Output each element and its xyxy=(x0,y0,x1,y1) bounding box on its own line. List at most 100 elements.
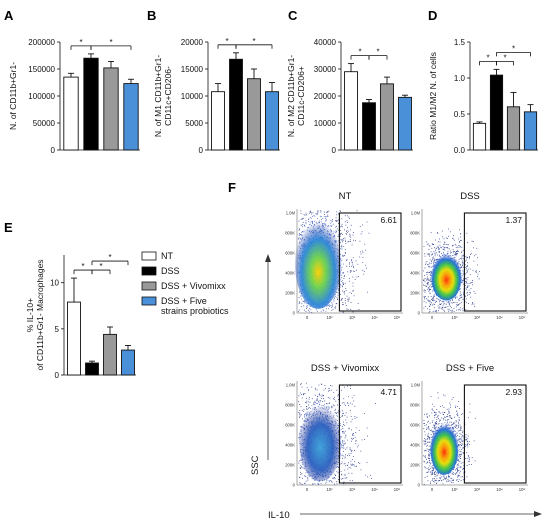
flow-event xyxy=(426,424,427,426)
flow-event xyxy=(335,307,337,309)
flow-event xyxy=(299,467,301,469)
flow-event xyxy=(467,294,468,296)
flow-event xyxy=(426,278,428,280)
flow-event xyxy=(344,275,345,276)
flow-event xyxy=(435,423,437,424)
flow-event xyxy=(473,303,475,305)
flow-event xyxy=(465,439,467,441)
flow-event xyxy=(465,281,466,282)
y-tick-label: 10 xyxy=(50,279,59,288)
flow-event xyxy=(455,254,457,255)
flow-event xyxy=(432,290,434,292)
flow-event xyxy=(467,441,469,442)
flow-event xyxy=(478,271,480,273)
flow-event xyxy=(459,408,460,409)
significance-star: * xyxy=(252,37,255,46)
flow-event xyxy=(438,415,440,417)
flow-event xyxy=(445,301,447,303)
flow-event xyxy=(348,472,350,474)
flow-event xyxy=(330,480,331,481)
flow-event xyxy=(432,467,434,469)
flow-event xyxy=(348,216,350,218)
flow-event xyxy=(467,443,469,445)
flow-event xyxy=(437,480,439,482)
flow-event xyxy=(426,468,428,469)
flow-event xyxy=(462,447,464,449)
flow-event xyxy=(465,309,467,310)
flow-event xyxy=(467,285,469,287)
flow-event xyxy=(430,251,432,253)
flow-event xyxy=(430,463,431,465)
flow-event xyxy=(461,440,463,442)
flow-event xyxy=(440,304,442,306)
flow-event xyxy=(449,415,450,416)
flow-event xyxy=(451,421,452,423)
flow-event xyxy=(460,267,461,269)
flow-event xyxy=(331,304,333,306)
flow-event xyxy=(348,241,350,242)
flow-event xyxy=(343,398,345,400)
flow-event xyxy=(459,446,461,448)
flow-event xyxy=(434,478,435,479)
flow-event xyxy=(340,279,342,281)
flow-event xyxy=(440,253,442,254)
y-tick-label: 30000 xyxy=(314,65,337,74)
flow-event xyxy=(423,296,425,298)
flow-event xyxy=(346,215,348,217)
flow-event xyxy=(465,256,467,257)
flow-event xyxy=(317,211,318,213)
flow-event xyxy=(448,480,450,481)
flow-event xyxy=(337,236,339,238)
flow-event xyxy=(432,464,434,466)
flow-event xyxy=(303,475,305,477)
flow-event xyxy=(458,300,460,301)
flow-event xyxy=(458,460,460,462)
flow-event xyxy=(459,292,461,294)
flow-event xyxy=(472,284,474,286)
flow-event xyxy=(308,389,309,391)
flow-event xyxy=(305,382,307,384)
flow-event xyxy=(444,422,446,424)
flow-event xyxy=(459,297,460,299)
flow-event xyxy=(462,258,464,260)
flow-event xyxy=(314,394,316,396)
flow-event xyxy=(345,405,346,406)
flow-event xyxy=(434,473,435,475)
flow-event xyxy=(433,466,435,468)
y-axis-label: N. of M2 CD11b+Gr1- xyxy=(286,55,296,137)
flow-event xyxy=(443,252,444,254)
flow-event xyxy=(463,465,465,466)
flow-event xyxy=(350,229,351,231)
flow-event xyxy=(344,469,346,471)
flow-event xyxy=(352,463,354,465)
flow-event xyxy=(460,294,462,295)
flow-event xyxy=(443,418,444,419)
flow-event xyxy=(453,422,455,424)
flow-event xyxy=(466,271,468,273)
flow-event xyxy=(328,390,330,391)
flow-event xyxy=(308,212,310,214)
flow-event xyxy=(328,210,330,212)
flow-event xyxy=(341,444,343,446)
flow-event xyxy=(345,243,347,244)
flow-event xyxy=(326,212,328,213)
flow-event xyxy=(452,426,454,428)
flow-event xyxy=(447,423,449,425)
flow-event xyxy=(343,283,344,285)
flow-event xyxy=(431,283,433,285)
flow-event xyxy=(423,460,425,462)
il10-gate xyxy=(463,212,527,312)
flow-event xyxy=(456,480,458,482)
flow-event xyxy=(446,422,448,424)
flow-event xyxy=(459,456,461,457)
flow-event xyxy=(469,273,471,275)
flow-event xyxy=(440,303,442,305)
flow-event xyxy=(443,247,445,249)
flow-event xyxy=(424,440,426,442)
flow-event xyxy=(432,259,433,261)
flow-event xyxy=(427,441,428,443)
flow-event xyxy=(299,309,301,311)
flow-event xyxy=(426,241,428,243)
flow-event xyxy=(449,250,451,252)
